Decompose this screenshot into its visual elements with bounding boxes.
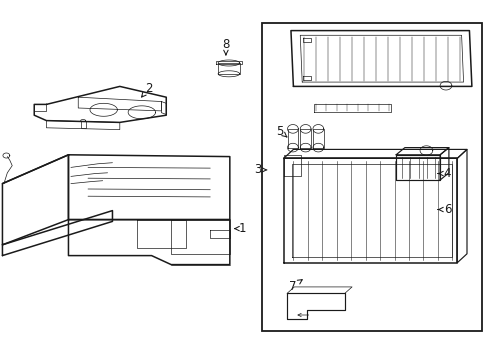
Text: 4: 4 bbox=[437, 167, 450, 180]
Text: 3: 3 bbox=[253, 163, 266, 176]
Text: 2: 2 bbox=[142, 82, 153, 97]
Text: 1: 1 bbox=[234, 222, 245, 235]
Text: 6: 6 bbox=[437, 203, 450, 216]
Text: 5: 5 bbox=[276, 125, 286, 138]
Text: 8: 8 bbox=[222, 39, 229, 55]
Bar bbox=[261, 23, 481, 331]
Text: 7: 7 bbox=[288, 280, 302, 293]
